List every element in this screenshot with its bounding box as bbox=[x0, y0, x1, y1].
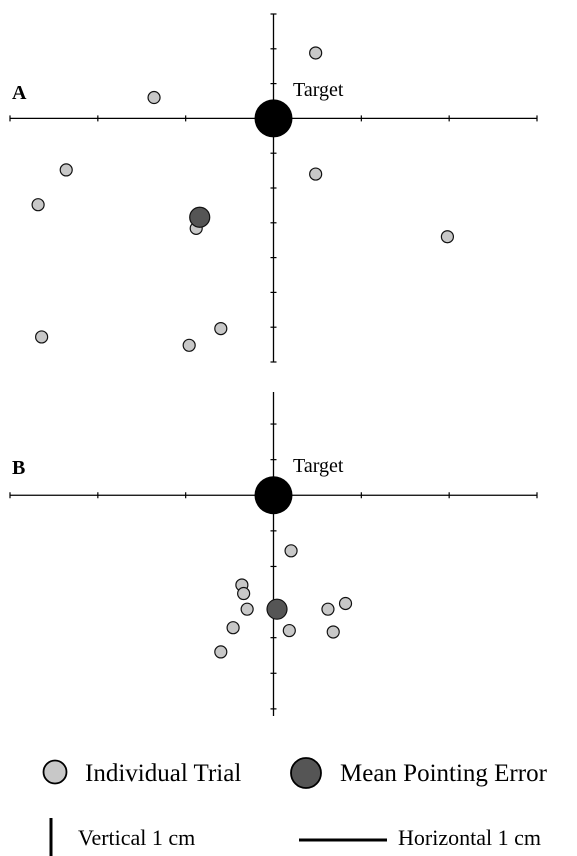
panel-b-target-marker bbox=[254, 476, 293, 515]
panel-b-individual-trial-point bbox=[226, 621, 240, 635]
vertical-scale-label: Vertical 1 cm bbox=[78, 825, 195, 850]
panel-a-individual-trial-point bbox=[214, 321, 228, 336]
panel-a-label: A bbox=[12, 82, 27, 104]
panel-b-individual-trial-point bbox=[282, 623, 296, 638]
panel-a-individual-trial-point bbox=[309, 46, 323, 60]
scale-bars: Vertical 1 cm Horizontal 1 cm bbox=[49, 818, 541, 856]
panel-b-axes bbox=[9, 392, 538, 716]
panel-a-individual-trial-point bbox=[182, 338, 196, 352]
panel-b-individual-trial-point bbox=[237, 586, 251, 601]
panel-b-target-label: Target bbox=[293, 455, 344, 477]
panel-a-axes bbox=[9, 13, 538, 363]
panel-a: A Target bbox=[9, 13, 538, 363]
legend-individual-trial-label: Individual Trial bbox=[85, 760, 241, 787]
panel-a-individual-trial-point bbox=[31, 198, 45, 212]
panel-b-label: B bbox=[12, 457, 25, 479]
panel-a-target-label: Target bbox=[293, 79, 344, 101]
panel-b-mean-pointing-error-point bbox=[266, 598, 288, 620]
panel-a-individual-trial-point bbox=[440, 230, 455, 244]
panel-b-individual-trial-point bbox=[214, 645, 228, 659]
panel-b: B Target bbox=[9, 392, 538, 716]
horizontal-scale-label: Horizontal 1 cm bbox=[398, 825, 541, 850]
panel-a-mean-pointing-error-point bbox=[189, 206, 211, 228]
panel-b-individual-trial-point bbox=[338, 596, 353, 611]
panel-a-individual-trial-point bbox=[147, 90, 161, 105]
legend-individual-trial-marker bbox=[42, 759, 68, 785]
panel-b-individual-trial-point bbox=[240, 602, 254, 616]
panel-b-individual-trial-point bbox=[326, 625, 340, 639]
panel-b-individual-trial-point bbox=[321, 602, 335, 616]
legend: Individual Trial Mean Pointing Error bbox=[42, 757, 548, 789]
legend-mean-pointing-error-label: Mean Pointing Error bbox=[340, 760, 548, 787]
panel-a-individual-trial-point bbox=[35, 330, 49, 344]
panel-a-individual-trial-point bbox=[59, 163, 73, 177]
panel-b-individual-trial-point bbox=[284, 544, 298, 558]
panel-a-individual-trial-point bbox=[309, 167, 323, 181]
legend-mean-pointing-error-marker bbox=[290, 757, 322, 789]
panel-a-points bbox=[31, 46, 455, 352]
panel-b-points bbox=[214, 476, 353, 659]
panel-a-target-marker bbox=[254, 99, 293, 138]
